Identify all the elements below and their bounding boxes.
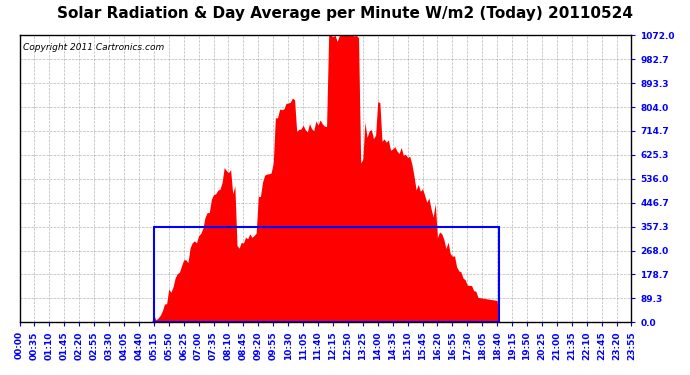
Text: Copyright 2011 Cartronics.com: Copyright 2011 Cartronics.com	[23, 42, 164, 51]
Text: Solar Radiation & Day Average per Minute W/m2 (Today) 20110524: Solar Radiation & Day Average per Minute…	[57, 6, 633, 21]
Bar	[154, 226, 500, 322]
